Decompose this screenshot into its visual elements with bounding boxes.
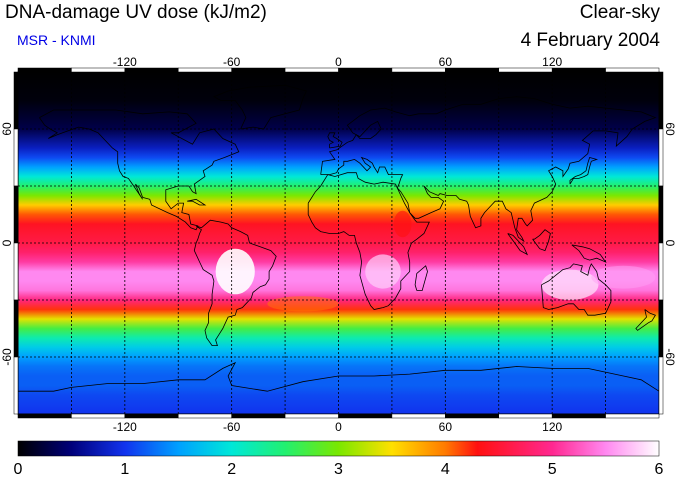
coast-borneo [532, 229, 551, 252]
high-dose-south-pacific [591, 265, 656, 289]
frame-bar-bottom [284, 413, 339, 419]
source-label: MSR - KNMI [17, 32, 96, 48]
frame-bar-top [391, 67, 446, 73]
frame-bar-left [13, 242, 19, 301]
colorbar-label: 6 [655, 461, 664, 478]
colorbar-label: 5 [548, 461, 557, 478]
lon-tick-label-bottom: 0 [335, 420, 342, 434]
colorbar-label: 0 [14, 461, 23, 478]
frame-bar-bottom [445, 413, 500, 419]
lon-tick-label-top: -120 [113, 55, 137, 69]
lon-tick-label-top: 120 [542, 55, 562, 69]
coast-south-america [193, 219, 277, 347]
frame-bar-left [13, 128, 19, 187]
lat-tick-label-right: 0 [663, 240, 677, 247]
frame-bar-top [605, 67, 660, 73]
frame-bar-top [284, 67, 339, 73]
frame-bar-right [658, 128, 664, 187]
high-dose-southern-africa [365, 254, 401, 289]
frame-bar-right [658, 356, 664, 415]
coast-antarctica [18, 361, 659, 392]
frame-bar-top [17, 67, 72, 73]
lon-tick-label-top: 0 [335, 55, 342, 69]
lon-tick-label-bottom: -120 [113, 420, 137, 434]
frame-bar-right [658, 242, 664, 301]
high-dose-south-america [215, 248, 255, 295]
frame-bar-right [658, 71, 664, 130]
frame-bar-bottom [71, 413, 126, 419]
frame-bar-left [13, 299, 19, 358]
frame-bar-left [13, 185, 19, 244]
lon-tick-label-bottom: -60 [223, 420, 241, 434]
figure-title: DNA-damage UV dose (kJ/m2) [5, 2, 267, 23]
frame-bar-bottom [551, 413, 606, 419]
high-dose-australia [541, 269, 599, 300]
lat-tick-label-left: 60 [0, 122, 14, 136]
coast-africa [307, 172, 430, 310]
frame-bar-right [658, 185, 664, 244]
coast-cuba [187, 198, 207, 206]
lat-tick-label-left: -60 [0, 348, 14, 366]
frame-bar-bottom [17, 413, 72, 419]
lon-tick-label-bottom: 60 [439, 420, 453, 434]
coast-japan [569, 157, 599, 185]
lon-tick-label-top: 60 [439, 55, 453, 69]
coast-eurasia [320, 96, 657, 243]
frame-bar-bottom [178, 413, 232, 419]
frame-bar-top [338, 67, 393, 73]
frame-bar-bottom [605, 413, 660, 419]
lat-tick-label-right: 60 [663, 122, 677, 136]
frame-bar-bottom [124, 413, 179, 419]
coast-madagascar [414, 265, 428, 291]
frame-bar-bottom [338, 413, 393, 419]
lon-tick-label-top: -60 [223, 55, 241, 69]
lat-tick-label-right: -60 [663, 348, 677, 366]
frame-bar-left [13, 71, 19, 130]
dose-dip-east-africa [393, 210, 412, 238]
coast-new-zealand [635, 309, 656, 331]
coast-new-guinea [571, 244, 607, 263]
lat-tick-label-left: 0 [0, 239, 14, 246]
frame-bar-bottom [231, 413, 286, 419]
frame-bar-right [658, 299, 664, 358]
frame-bar-bottom [391, 413, 446, 419]
colorbar-label: 2 [227, 461, 236, 478]
date-label: 4 February 2004 [520, 30, 660, 51]
colorbar-label: 4 [441, 461, 450, 478]
frame-bar-bottom [498, 413, 553, 419]
dose-dip-south-atlantic [267, 296, 339, 312]
frame-bar-left [13, 356, 19, 415]
colorbar-label: 3 [334, 461, 343, 478]
coast-uk [327, 132, 343, 149]
colorbar-label: 1 [120, 461, 129, 478]
lon-tick-label-bottom: 120 [542, 420, 562, 434]
frame-bar-top [445, 67, 500, 73]
colorbar [17, 440, 660, 457]
coast-north-america [39, 109, 240, 231]
sky-condition: Clear-sky [579, 2, 660, 23]
